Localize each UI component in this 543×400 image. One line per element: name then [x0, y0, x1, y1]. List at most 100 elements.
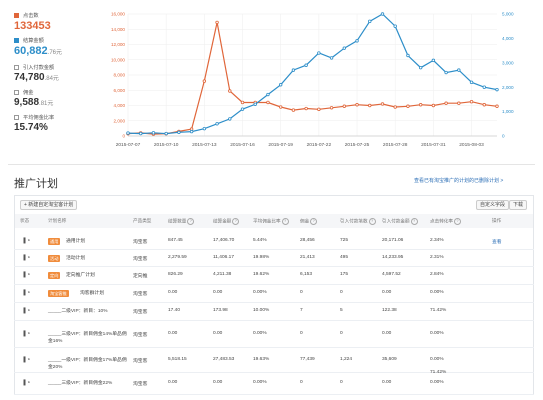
plan-name[interactable]: 活动计划 [66, 256, 86, 261]
cell-commission: 0 [300, 380, 303, 385]
pause-toggle-icon[interactable]: ❚⋆ [22, 272, 31, 278]
data-point [215, 122, 219, 126]
plan-name[interactable]: _____二级VIP：新目：10% [48, 309, 108, 314]
x-axis-tick-label: 2015-07-16 [230, 142, 255, 148]
data-point [380, 102, 385, 106]
cell-commission: 21,413 [300, 255, 315, 260]
right-axis-tick-label: 4,000 [502, 36, 514, 41]
data-point [469, 99, 474, 104]
cell-rate: 5.44% [253, 238, 267, 243]
data-point [342, 104, 347, 108]
left-axis-tick-label: 14,000 [111, 27, 125, 32]
cell-qty: 0.00 [168, 290, 178, 295]
view-link[interactable]: 查看 [492, 240, 502, 245]
help-icon[interactable]: ? [310, 218, 318, 225]
plan-name[interactable]: 淘客群计划 [80, 291, 104, 296]
cell-rate: 0.00% [253, 380, 267, 385]
data-point [139, 131, 143, 136]
cell-orders: 495 [340, 255, 349, 260]
data-point [164, 131, 168, 136]
new-plan-button[interactable]: + 新建自定淘宝客计划 [20, 200, 78, 210]
cell-type: 淘宝客 [133, 382, 148, 387]
cell-type: 淘宝客 [133, 359, 148, 364]
x-axis-tick-label: 2015-07-22 [307, 142, 332, 148]
data-point [457, 68, 461, 72]
trend-chart-svg: 0 2,000 4,000 6,000 8,000 10,000 12,000 14,000 1… [111, 12, 514, 148]
pause-toggle-icon[interactable]: ❚⋆ [22, 238, 31, 244]
x-axis-tick-label: 2015-07-28 [383, 142, 408, 148]
cell-type: 定向推 [133, 274, 148, 279]
data-point [368, 19, 372, 24]
x-axis-tick-label: 2015-08-03 [459, 142, 484, 148]
data-point [355, 39, 359, 43]
cell-amount: 0.00 [213, 331, 223, 336]
cell-cvr: 2.34% [430, 238, 444, 243]
section-divider [8, 164, 535, 165]
customize-fields-button[interactable]: 自定义字段 [476, 200, 510, 210]
metric-checkbox-clicks[interactable] [14, 13, 19, 18]
row-divider [14, 266, 534, 267]
plan-name[interactable]: 定向推广计划 [66, 273, 95, 278]
data-point [431, 58, 436, 63]
pause-toggle-icon[interactable]: ❚⋆ [22, 331, 31, 337]
data-point [329, 56, 334, 60]
data-point [189, 129, 194, 134]
data-point [278, 105, 283, 109]
data-point [151, 131, 156, 135]
metric-checkbox-commission[interactable] [14, 90, 19, 95]
plan-type-tag: 定向 [48, 272, 61, 279]
pause-toggle-icon[interactable]: ❚⋆ [22, 290, 31, 296]
download-button[interactable]: 下载 [509, 200, 528, 210]
pause-toggle-icon[interactable]: ❚⋆ [22, 380, 31, 386]
data-point [406, 104, 410, 108]
help-icon[interactable]: ? [187, 218, 195, 225]
data-point [240, 107, 245, 111]
help-icon[interactable]: ? [410, 218, 418, 225]
metric-checkbox-avg-rate[interactable] [14, 115, 19, 120]
plan-name[interactable]: 通用计划 [66, 239, 86, 244]
plan-name[interactable]: _____三级VIP：新目佣金22% [48, 381, 113, 386]
cell-amount: 17,406.70 [213, 238, 235, 243]
row-divider [14, 347, 534, 348]
pause-toggle-icon[interactable]: ❚⋆ [22, 255, 31, 261]
cell-pay: 4,597.52 [382, 272, 401, 277]
th-op: 操作 [492, 218, 502, 223]
help-icon[interactable]: ? [368, 218, 376, 225]
left-axis-tick-label: 6,000 [114, 88, 126, 93]
cell-rate: 10.00% [253, 308, 270, 313]
data-point [495, 87, 499, 92]
cell-type: 淘宝客 [133, 333, 148, 338]
metric-checkbox-paid-amount[interactable] [14, 65, 19, 70]
data-point [368, 103, 372, 108]
cell-qty: 2,279.59 [168, 255, 187, 260]
cell-amount: 4,211.38 [213, 272, 232, 277]
row-divider [14, 372, 534, 373]
cell-amount: 0.00 [213, 380, 223, 385]
right-axis-tick-label: 5,000 [502, 12, 514, 17]
help-icon[interactable]: ? [281, 218, 289, 225]
cell-rate: 19.62% [253, 272, 270, 277]
pause-toggle-icon[interactable]: ❚⋆ [22, 308, 31, 314]
right-axis-tick-label: 2,000 [502, 85, 514, 90]
cell-type: 淘宝客 [133, 240, 148, 245]
plan-name[interactable]: _____三级VIP：新目佣金14%单品佣金16% [48, 332, 127, 344]
table-header [15, 214, 533, 228]
cell-qty: 17.40 [168, 308, 181, 313]
data-point [317, 51, 321, 55]
data-point [253, 102, 257, 106]
data-point [228, 117, 232, 121]
cell-cvr: 0.00% [430, 357, 444, 362]
plan-name[interactable]: _____一级VIP：新目佣金17%单品佣金20% [48, 358, 127, 370]
cell-pay: 14,233.95 [382, 255, 404, 260]
help-icon[interactable]: ? [232, 218, 240, 225]
data-point [482, 85, 486, 89]
left-axis-tick-label: 10,000 [111, 57, 125, 62]
pause-toggle-icon[interactable]: ❚⋆ [22, 357, 31, 363]
deleted-plans-link[interactable]: 查看已有淘宝推广的计划的已删除计划 > [414, 178, 504, 184]
cell-orders: 725 [340, 238, 349, 243]
metric-checkbox-settlement[interactable] [14, 38, 19, 43]
data-point [291, 108, 296, 112]
data-point [418, 65, 423, 70]
data-point [431, 103, 436, 108]
help-icon[interactable]: ? [453, 218, 461, 225]
